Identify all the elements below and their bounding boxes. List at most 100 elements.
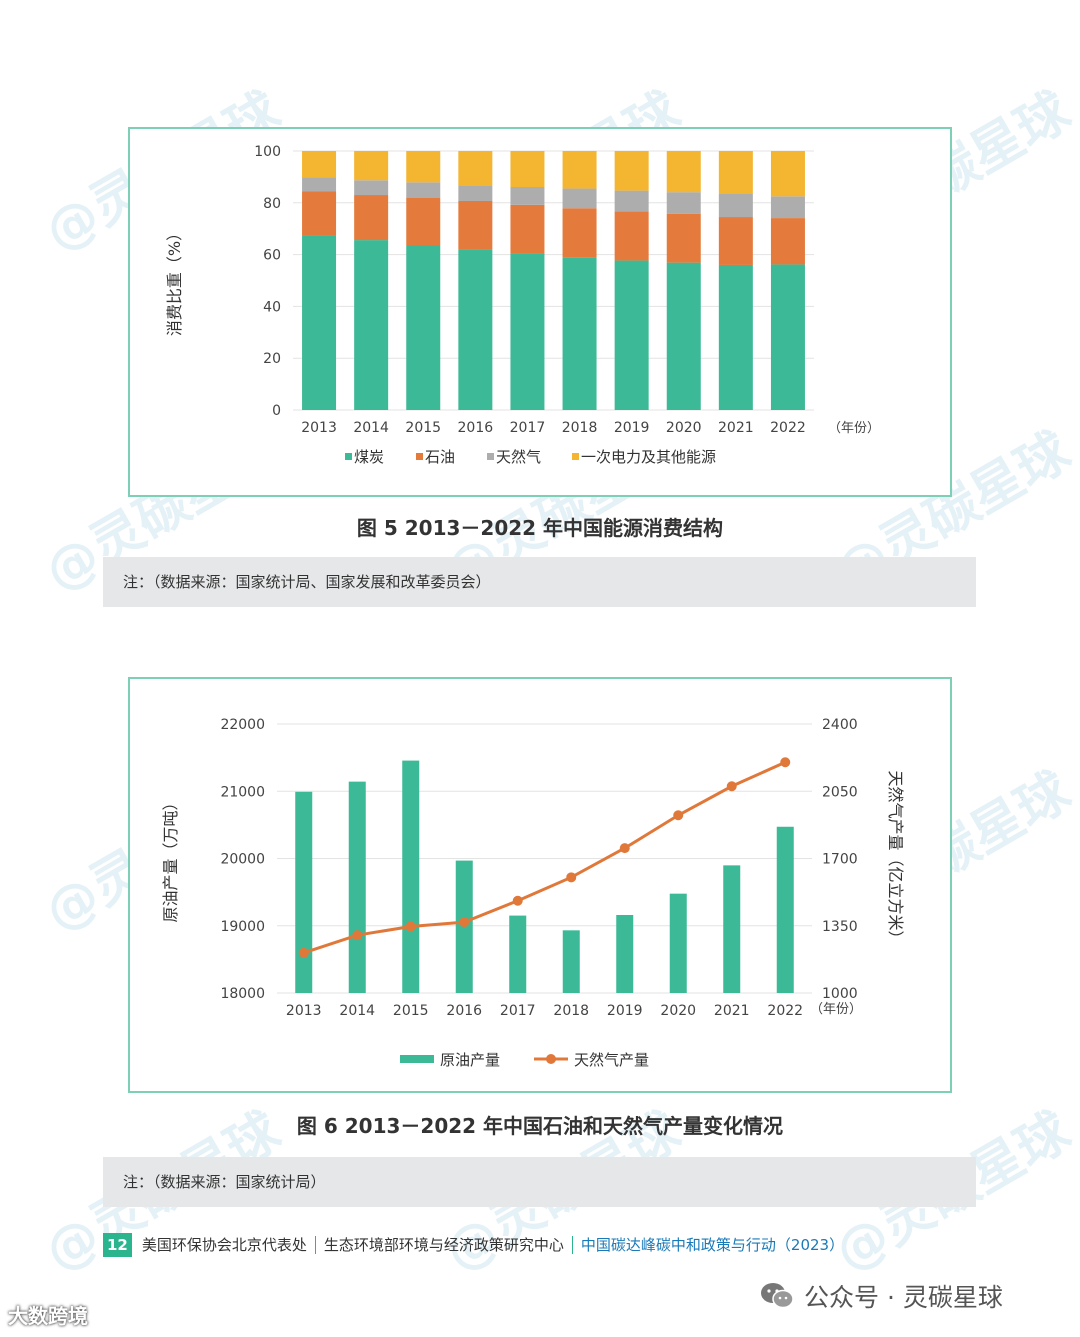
x-tick-label: 2018: [562, 420, 598, 436]
page-number: 12: [103, 1233, 132, 1257]
gas-production-point: [619, 843, 630, 854]
oil-production-bar: [562, 930, 580, 993]
x-tick-label: 2014: [339, 1003, 375, 1019]
energy-structure-chart-panel: 0 20 40 60 80 100 2013 2014 2015 2016 2017 2018 2019…: [128, 127, 952, 497]
x-tick-label: 2015: [393, 1003, 429, 1019]
x-tick-label: 2014: [353, 420, 389, 436]
figure5-caption: 图 5 2013－2022 年中国能源消费结构: [356, 516, 724, 540]
y-tick-label: 80: [263, 196, 281, 212]
bar-segment: [458, 151, 493, 186]
bar-segment: [406, 197, 441, 246]
y-right-tick-label: 1700: [822, 852, 858, 868]
gas-production-line: [303, 760, 786, 955]
bar-segment: [354, 240, 389, 410]
bar-segment: [510, 187, 545, 205]
footer-org1: 美国环保协会北京代表处: [141, 1236, 307, 1254]
bar-segment: [354, 151, 389, 181]
y-left-tick-label: 22000: [220, 717, 265, 733]
footer-report-title: 中国碳达峰碳中和政策与行动（2023）: [580, 1236, 845, 1254]
gas-production-point: [298, 947, 309, 958]
x-tick-label: 2018: [553, 1003, 589, 1019]
bar-segment: [302, 151, 337, 178]
gas-production-point: [512, 895, 523, 906]
oil-production-bar: [402, 760, 420, 993]
wechat-label: 公众号 · 灵碳星球: [804, 1283, 1003, 1312]
wechat-account: 公众号 · 灵碳星球: [760, 1278, 1003, 1314]
legend-swatch: [546, 1054, 556, 1064]
oil-production-bar: [616, 914, 634, 993]
bar-segment: [770, 218, 805, 265]
x-tick-label: 2017: [500, 1003, 536, 1019]
y-right-tick-label: 1350: [822, 919, 858, 935]
legend-label: 原油产量: [440, 1051, 500, 1069]
x-tick-label: 2016: [458, 420, 494, 436]
y-left-axis-label: 原油产量（万吨）: [161, 794, 180, 922]
x-tick-label: 2013: [301, 420, 337, 436]
x-tick-label: 2016: [446, 1003, 482, 1019]
bar-segment: [354, 195, 389, 241]
bar-segment: [302, 235, 337, 410]
y-left-tick-label: 21000: [220, 784, 265, 800]
legend-swatch: [416, 453, 423, 460]
y-right-tick-label: 2050: [822, 784, 858, 800]
y-left-tick-label: 19000: [220, 919, 265, 935]
figure5-note: 注：（数据来源：国家统计局、国家发展和改革委员会）: [103, 557, 976, 607]
oil-production-bar: [776, 826, 794, 993]
legend-label: 天然气产量: [574, 1051, 649, 1069]
bar-segment: [354, 180, 389, 196]
bar-segment: [718, 264, 753, 410]
x-tick-label: 2017: [510, 420, 546, 436]
bar-segment: [666, 192, 701, 214]
bar-segment: [770, 196, 805, 219]
legend-label: 一次电力及其他能源: [581, 448, 716, 466]
bar-segment: [718, 193, 753, 218]
bar-segment: [614, 151, 649, 191]
x-tick-label: 2019: [607, 1003, 643, 1019]
bar-segment: [666, 262, 701, 410]
x-tick-label: 2021: [718, 420, 754, 436]
wechat-icon: [761, 1283, 794, 1309]
bar-segment: [666, 213, 701, 263]
bar-segment: [510, 204, 545, 254]
legend-swatch: [572, 453, 579, 460]
bar-segment: [406, 151, 441, 183]
bar-segment: [302, 177, 337, 192]
y-tick-label: 20: [263, 351, 281, 367]
y-left-tick-label: 20000: [220, 852, 265, 868]
oil-production-bar: [509, 915, 527, 993]
gas-production-point: [673, 810, 684, 821]
x-tick-label: 2019: [614, 420, 650, 436]
x-tick-label: 2015: [405, 420, 441, 436]
gas-production-point: [566, 872, 577, 883]
bar-segment: [562, 208, 597, 258]
footer-org2: 生态环境部环境与经济政策研究中心: [323, 1236, 564, 1254]
figure6-caption: 图 6 2013－2022 年中国石油和天然气产量变化情况: [296, 1114, 784, 1138]
bar-segment: [614, 190, 649, 212]
bar-segment: [770, 151, 805, 197]
oil-gas-production-chart-panel: 18000 19000 20000 21000 22000 1000 1350 1700 205…: [128, 677, 952, 1093]
oil-production-bar: [669, 893, 687, 993]
y-right-axis-label: 天然气产量（亿立方米）: [886, 770, 905, 946]
bar-segment: [458, 249, 493, 410]
legend-label: 煤炭: [354, 448, 384, 466]
bar-segment: [302, 191, 337, 236]
x-unit-label: （年份）: [828, 421, 880, 436]
bar-segment: [562, 151, 597, 189]
page-footer: 12 美国环保协会北京代表处 生态环境部环境与经济政策研究中心 中国碳达峰碳中和…: [103, 1233, 844, 1257]
bar-segment: [458, 200, 493, 250]
gas-production-point: [726, 781, 737, 792]
legend-swatch: [345, 453, 352, 460]
y-right-tick-label: 2400: [822, 717, 858, 733]
bar-segment: [718, 217, 753, 265]
y-right-tick-label: 1000: [822, 986, 858, 1002]
bar-segment: [406, 182, 441, 198]
y-left-tick-label: 18000: [220, 986, 265, 1002]
gas-production-point: [405, 921, 416, 932]
y-tick-label: 100: [254, 144, 281, 160]
bar-segment: [770, 264, 805, 410]
bar-segment: [718, 151, 753, 194]
energy-structure-chart: 0 20 40 60 80 100 2013 2014 2015 2016 2017 2018 2019…: [165, 144, 880, 466]
y-tick-label: 40: [263, 299, 281, 315]
y-tick-label: 60: [263, 248, 281, 264]
bar-segment: [614, 260, 649, 410]
